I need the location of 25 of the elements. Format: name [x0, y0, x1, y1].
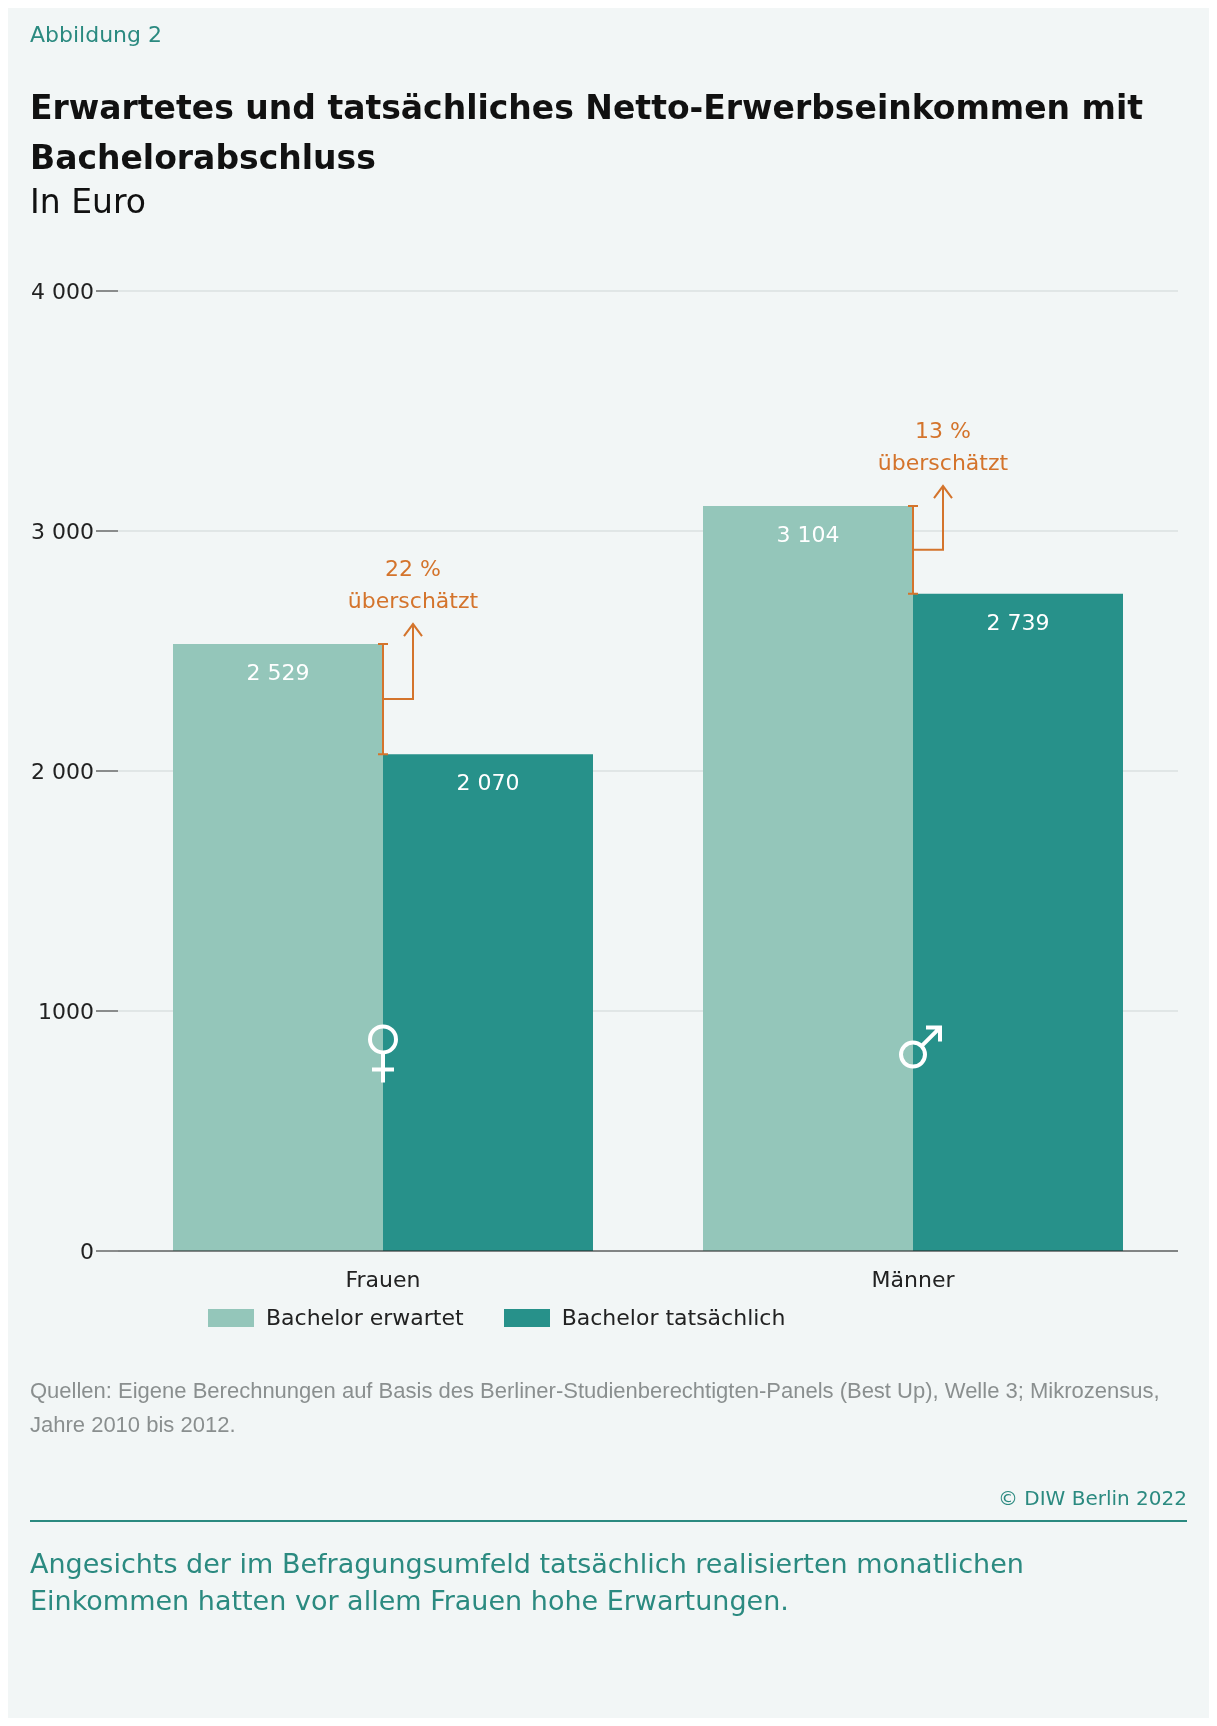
- y-tick-label: 3 000: [31, 518, 94, 544]
- annotation: 13 % überschätzt: [877, 418, 1009, 476]
- data-label: 2 739: [986, 609, 1050, 635]
- text: © DIW Berlin 2022: [30, 1486, 1187, 1523]
- annotation: 22 % überschätzt: [347, 556, 479, 614]
- text: Abbildung 2: [30, 22, 163, 47]
- bar: [913, 593, 1123, 1251]
- legend-label: Bachelor tatsächlich: [561, 1305, 786, 1330]
- x-tick-label: Männer: [871, 1266, 956, 1292]
- text: Angesichts der im Befragungsumfeld tatsächlich realisierten monatlichen Einkommen hatten vor allem Frauen hohe Erwartungen.: [30, 1547, 1025, 1618]
- y-tick-label: 1000: [38, 998, 94, 1024]
- y-tick-label: 0: [80, 1238, 94, 1264]
- data-label: 3 104: [776, 522, 840, 548]
- bar: [703, 506, 913, 1251]
- data-label: 2 529: [246, 660, 310, 686]
- x-tick-label: Frauen: [345, 1266, 421, 1292]
- chart-title: Erwartetes und tatsächliches Netto-Erwerbseinkommen mit Bachelorabschluss: [30, 87, 1145, 179]
- data-label: 2 070: [456, 770, 520, 796]
- source-note: Quellen: Eigene Berechnungen auf Basis des Berliner-Studienberechtigten-Panels (Best Up), Welle 3; Mikrozensus, Jahre 2010 bis 2012.: [30, 1377, 1161, 1440]
- chart-subtitle: In Euro: [30, 182, 147, 221]
- bar: [173, 644, 383, 1251]
- legend-label: Bachelor erwartet: [266, 1305, 464, 1330]
- y-tick-label: 4 000: [31, 278, 94, 304]
- bar: [383, 754, 593, 1251]
- y-tick-label: 2 000: [31, 758, 94, 784]
